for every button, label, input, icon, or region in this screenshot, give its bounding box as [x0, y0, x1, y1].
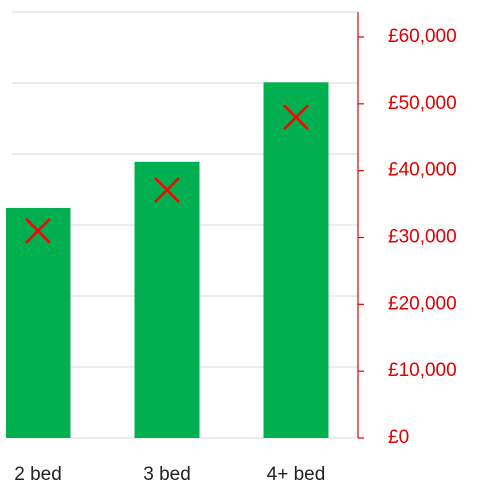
plot-area: 2 bed 3 bed 4+ bed — [6, 11, 358, 485]
y2-tick-label: £30,000 — [388, 227, 457, 248]
y2-tick-label: £50,000 — [388, 93, 457, 114]
x-tick-label: 3 bed — [143, 464, 191, 485]
x-tick-label: 2 bed — [14, 464, 62, 485]
marker — [25, 217, 51, 244]
marker — [154, 177, 180, 203]
bar — [134, 161, 200, 438]
y2-tick-label: £10,000 — [388, 360, 457, 381]
x-tick-label: 4+ bed — [267, 464, 326, 485]
bar — [6, 207, 71, 438]
bar — [263, 82, 329, 438]
y2-tick-label: £0 — [388, 427, 409, 448]
marker — [283, 104, 309, 131]
y2-tick-label: £60,000 — [388, 26, 457, 47]
y2-tick-label: £40,000 — [388, 160, 457, 181]
y2-tick-label: £20,000 — [388, 293, 457, 314]
